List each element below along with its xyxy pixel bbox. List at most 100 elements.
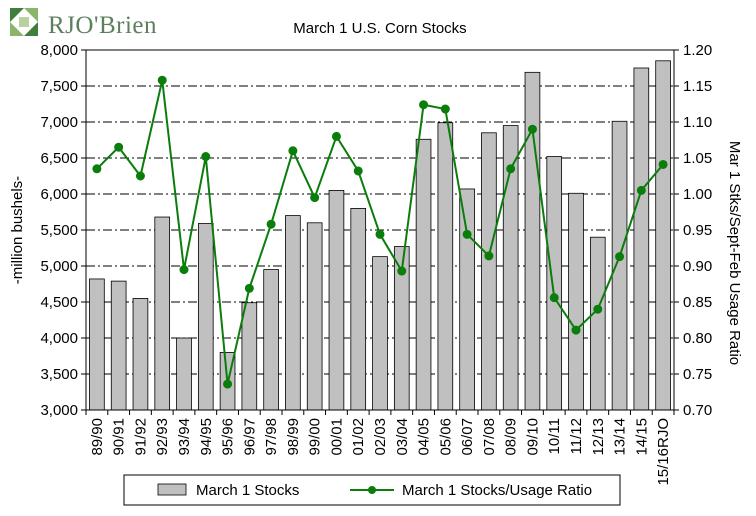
bar	[110, 280, 127, 411]
x-tick-label: 14/15	[633, 418, 650, 456]
ratio-point	[593, 304, 603, 314]
y2-tick-label: 0.95	[683, 222, 712, 239]
y-tick-label: 5,000	[40, 258, 78, 275]
x-tick-label: 13/14	[612, 418, 629, 456]
x-tick-label: 07/08	[481, 418, 498, 456]
bar	[197, 223, 214, 411]
bar	[611, 120, 628, 411]
y2-tick-label: 0.80	[683, 330, 712, 347]
y2-tick-label: 0.90	[683, 258, 712, 275]
x-tick-label: 02/03	[372, 418, 389, 456]
rjobrien-logo: RJO'Brien	[8, 6, 168, 40]
y-tick-label: 5,500	[40, 222, 78, 239]
ratio-point	[484, 251, 494, 261]
y2-tick-label: 0.70	[683, 402, 712, 419]
legend-line-marker	[368, 486, 376, 494]
ratio-point	[636, 185, 646, 195]
bar	[350, 207, 367, 411]
ratio-point	[92, 164, 102, 174]
ratio-point	[114, 142, 124, 152]
ratio-point	[223, 379, 233, 389]
legend-bar-swatch	[157, 483, 187, 496]
bar	[176, 337, 192, 411]
y-tick-label: 8,000	[40, 42, 78, 59]
ratio-point	[549, 293, 559, 303]
legend: March 1 Stocks March 1 Stocks/Usage Ratio	[123, 474, 621, 506]
x-tick-label: 97/98	[263, 418, 280, 456]
y-tick-label: 4,500	[40, 294, 78, 311]
ratio-point	[244, 283, 254, 293]
bar	[285, 215, 301, 411]
x-tick-label: 89/90	[89, 418, 106, 456]
ratio-point	[331, 131, 341, 141]
bar	[154, 216, 171, 411]
y2-tick-label: 1.00	[683, 186, 712, 203]
bar	[568, 192, 584, 411]
x-tick-label: 91/92	[132, 418, 149, 456]
x-tick-label: 15/16RJO	[655, 418, 672, 486]
ratio-point	[527, 124, 537, 134]
legend-label-ratio: March 1 Stocks/Usage Ratio	[402, 482, 592, 499]
chart-title: March 1 U.S. Corn Stocks	[293, 20, 466, 37]
ratio-point	[353, 166, 363, 176]
bar	[132, 297, 149, 411]
y2-tick-label: 1.15	[683, 78, 712, 95]
x-tick-label: 03/04	[394, 418, 411, 456]
ratio-point	[419, 100, 429, 110]
bar	[437, 122, 454, 411]
y2-tick-label: 1.05	[683, 150, 712, 167]
x-tick-label: 00/01	[328, 418, 345, 456]
x-tick-label: 06/07	[459, 418, 476, 456]
x-tick-label: 99/00	[307, 418, 324, 456]
bar	[241, 302, 258, 411]
ratio-point	[266, 219, 276, 229]
ratio-point	[615, 252, 625, 262]
ratio-point	[375, 229, 385, 239]
y-tick-label: 3,000	[40, 402, 78, 419]
x-tick-label: 12/13	[590, 418, 607, 456]
bar	[89, 278, 105, 411]
ratio-point	[506, 164, 516, 174]
logo-wordmark: RJO'Brien	[48, 12, 158, 39]
x-tick-label: 01/02	[350, 418, 367, 456]
x-tick-label: 08/09	[503, 418, 520, 456]
bar	[524, 71, 541, 411]
y-tick-label: 4,000	[40, 330, 78, 347]
bar	[328, 189, 345, 411]
y2-tick-label: 1.10	[683, 114, 712, 131]
x-tick-label: 98/99	[285, 418, 302, 456]
y-tick-label: 6,500	[40, 150, 78, 167]
bar	[655, 60, 671, 411]
x-tick-label: 04/05	[416, 418, 433, 456]
x-tick-label: 95/96	[220, 418, 237, 456]
y-tick-label: 6,000	[40, 186, 78, 203]
legend-label-stocks: March 1 Stocks	[196, 482, 299, 499]
x-tick-label: 93/94	[176, 418, 193, 456]
bar	[633, 67, 650, 411]
x-tick-label: 92/93	[154, 418, 171, 456]
bar	[263, 269, 279, 411]
y2-axis-title: Mar 1 Stks/Sept-Feb Usage Ratio	[726, 141, 743, 365]
y-tick-label: 7,000	[40, 114, 78, 131]
ratio-point	[179, 265, 189, 275]
ratio-point	[288, 146, 298, 156]
bar	[481, 132, 497, 411]
y-tick-label: 3,500	[40, 366, 78, 383]
bar	[546, 156, 563, 411]
ratio-point	[157, 75, 167, 85]
x-tick-label: 10/11	[546, 418, 563, 454]
ratio-point	[440, 104, 450, 114]
x-tick-label: 09/10	[524, 418, 541, 456]
bar	[372, 256, 388, 411]
bar	[589, 236, 606, 411]
logo-mark-icon	[8, 6, 40, 38]
x-tick-label: 96/97	[241, 418, 258, 456]
y2-tick-label: 0.75	[683, 366, 712, 383]
y2-tick-label: 1.20	[683, 42, 712, 59]
x-tick-label: 11/12	[568, 418, 585, 454]
x-tick-label: 90/91	[111, 418, 128, 456]
bar	[306, 222, 323, 411]
x-tick-label: 94/95	[198, 418, 215, 456]
